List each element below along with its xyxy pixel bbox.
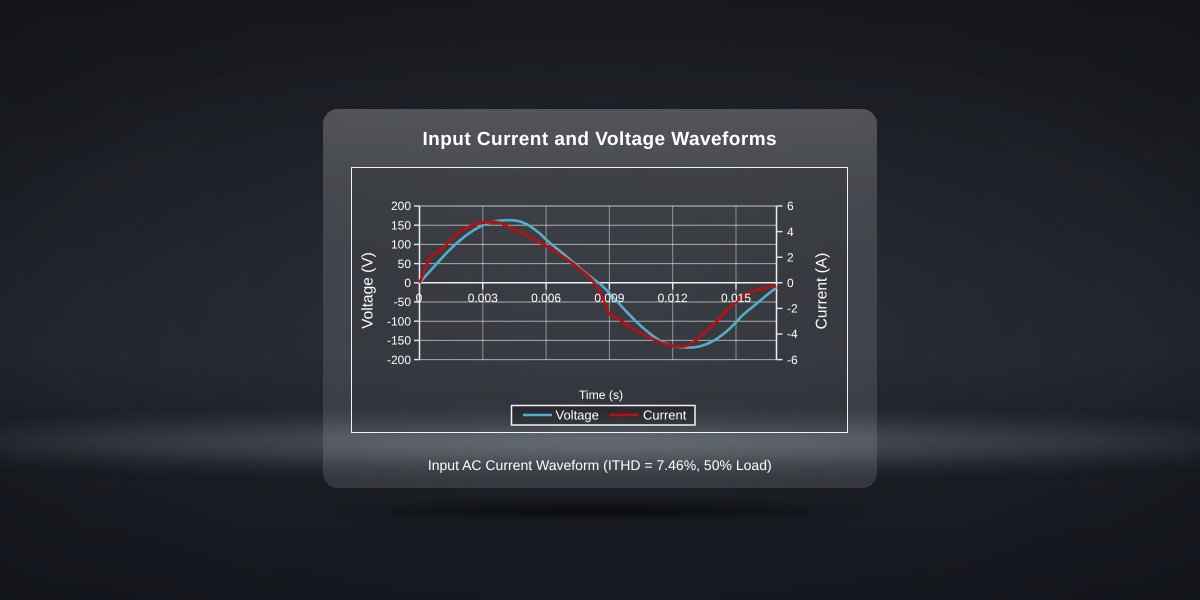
svg-text:2: 2 [787,250,794,264]
svg-text:Current: Current [643,408,687,423]
svg-text:0: 0 [416,291,423,305]
svg-text:0.009: 0.009 [594,291,624,305]
svg-text:Current (A): Current (A) [814,253,831,330]
svg-text:-6: -6 [787,353,798,367]
svg-text:-2: -2 [787,302,798,316]
svg-text:0: 0 [404,276,411,290]
svg-text:4: 4 [787,225,794,239]
svg-text:150: 150 [391,218,411,232]
svg-text:0.015: 0.015 [721,291,751,305]
svg-text:0.003: 0.003 [468,291,498,305]
svg-text:-150: -150 [387,334,411,348]
svg-text:0.006: 0.006 [531,291,561,305]
svg-text:0: 0 [787,276,794,290]
svg-text:-100: -100 [387,314,411,328]
svg-text:-4: -4 [787,327,798,341]
svg-text:Voltage (V): Voltage (V) [360,252,377,329]
svg-text:Time (s): Time (s) [579,388,623,402]
svg-text:-200: -200 [387,353,411,367]
svg-text:100: 100 [391,238,411,252]
svg-text:Voltage: Voltage [556,408,599,423]
svg-text:50: 50 [398,257,412,271]
svg-text:200: 200 [391,199,411,213]
svg-text:6: 6 [787,199,794,213]
svg-text:0.012: 0.012 [658,291,688,305]
svg-text:-50: -50 [394,295,412,309]
